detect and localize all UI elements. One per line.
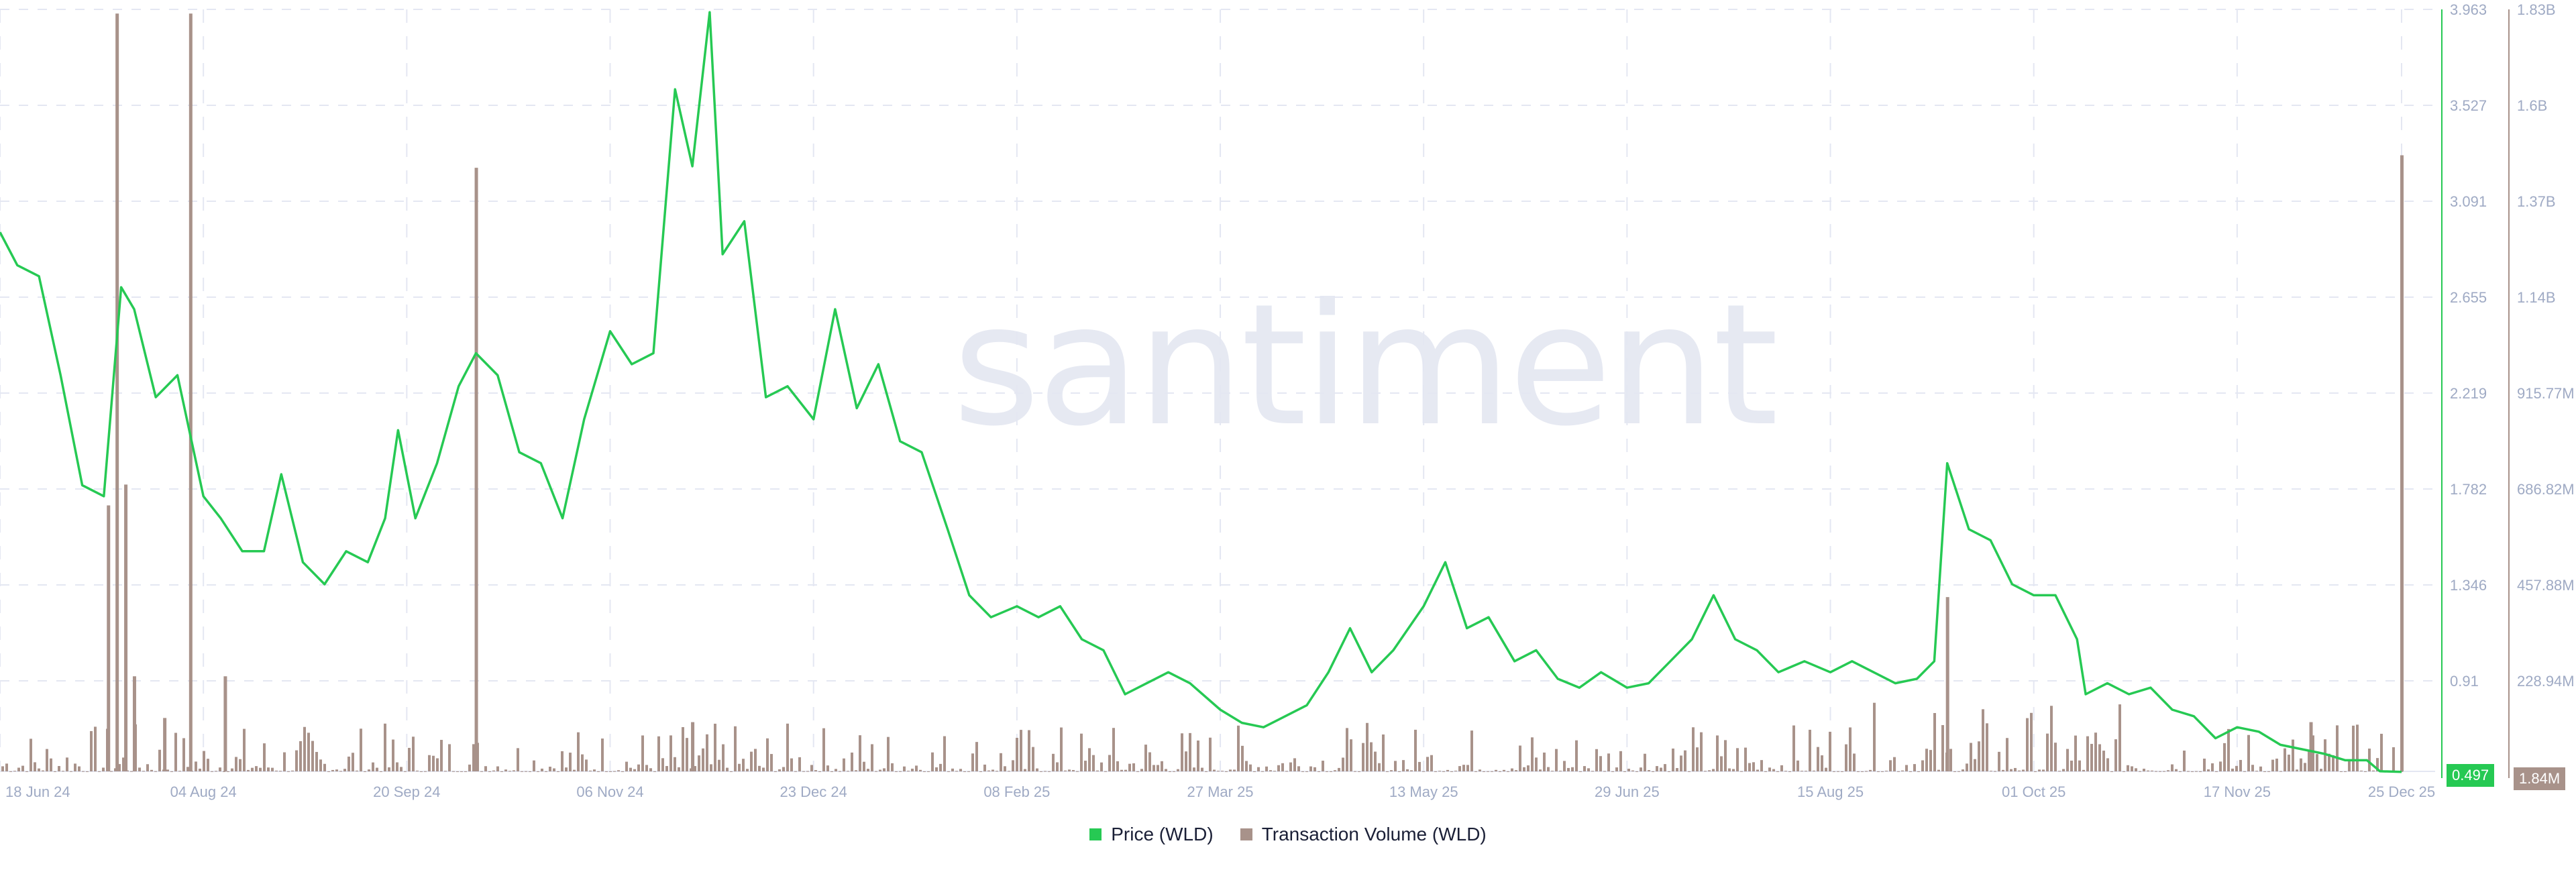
svg-text:228.94M: 228.94M: [2517, 673, 2575, 690]
svg-text:01 Oct 25: 01 Oct 25: [2002, 783, 2065, 800]
chart-legend: Price (WLD) Transaction Volume (WLD): [0, 824, 2576, 845]
svg-text:3.963: 3.963: [2450, 1, 2487, 18]
svg-text:686.82M: 686.82M: [2517, 481, 2575, 498]
svg-text:1.346: 1.346: [2450, 577, 2487, 594]
svg-text:13 May 25: 13 May 25: [1389, 783, 1458, 800]
date-axis-ticks: 18 Jun 24 04 Aug 24 20 Sep 24 06 Nov 24 23 D…: [5, 783, 2435, 800]
svg-text:3.091: 3.091: [2450, 193, 2487, 210]
svg-text:2.655: 2.655: [2450, 289, 2487, 306]
svg-text:18 Jun 24: 18 Jun 24: [5, 783, 70, 800]
current-price-badge: 0.497: [2447, 764, 2495, 787]
svg-text:06 Nov 24: 06 Nov 24: [576, 783, 643, 800]
svg-text:25 Dec 25: 25 Dec 25: [2368, 783, 2435, 800]
volume-swatch-icon: [1240, 828, 1252, 840]
current-volume-badge: 1.84M: [2514, 767, 2566, 790]
svg-text:0.91: 0.91: [2450, 673, 2479, 690]
svg-text:20 Sep 24: 20 Sep 24: [373, 783, 440, 800]
svg-text:29 Jun 25: 29 Jun 25: [1595, 783, 1660, 800]
svg-text:04 Aug 24: 04 Aug 24: [170, 783, 237, 800]
svg-text:1.37B: 1.37B: [2517, 193, 2556, 210]
svg-text:915.77M: 915.77M: [2517, 385, 2575, 402]
svg-text:17 Nov 25: 17 Nov 25: [2204, 783, 2271, 800]
svg-text:08 Feb 25: 08 Feb 25: [983, 783, 1050, 800]
grid-lines: [0, 9, 2435, 772]
svg-text:1.14B: 1.14B: [2517, 289, 2556, 306]
svg-text:1.83B: 1.83B: [2517, 1, 2556, 18]
price-swatch-icon: [1089, 828, 1102, 840]
svg-text:27 Mar 25: 27 Mar 25: [1187, 783, 1253, 800]
price-line: [0, 11, 2402, 773]
svg-text:457.88M: 457.88M: [2517, 577, 2575, 594]
legend-label-volume: Transaction Volume (WLD): [1261, 824, 1487, 844]
svg-text:1.782: 1.782: [2450, 481, 2487, 498]
legend-label-price: Price (WLD): [1111, 824, 1214, 844]
svg-text:15 Aug 25: 15 Aug 25: [1797, 783, 1864, 800]
svg-text:23 Dec 24: 23 Dec 24: [780, 783, 847, 800]
price-axis-ticks: 3.963 3.527 3.091 2.655 2.219 1.782 1.346 0.91: [2450, 1, 2487, 690]
svg-text:1.6B: 1.6B: [2517, 97, 2547, 114]
svg-text:2.219: 2.219: [2450, 385, 2487, 402]
volume-bars: [1, 13, 2404, 772]
legend-item-price[interactable]: Price (WLD): [1089, 824, 1214, 845]
legend-item-volume[interactable]: Transaction Volume (WLD): [1240, 824, 1487, 845]
volume-axis-ticks: 1.83B 1.6B 1.37B 1.14B 915.77M 686.82M 457.88M…: [2517, 1, 2575, 690]
svg-text:3.527: 3.527: [2450, 97, 2487, 114]
